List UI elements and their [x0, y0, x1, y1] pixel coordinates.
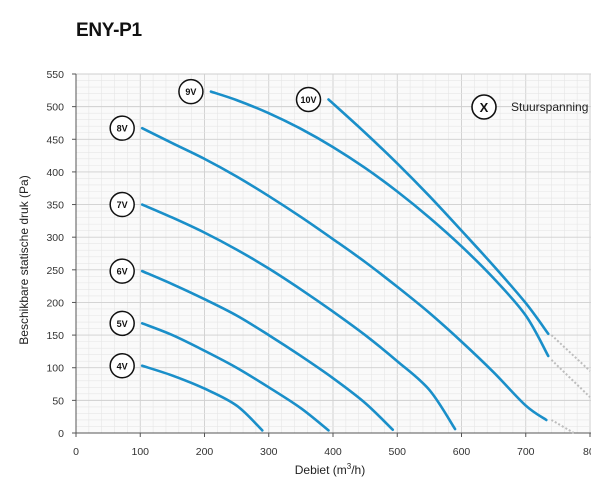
limit-line	[550, 334, 591, 372]
series-line-10v	[327, 98, 550, 336]
series-badge-label: 8V	[117, 124, 128, 134]
x-tick-label: 700	[517, 446, 535, 458]
y-tick-label: 500	[46, 102, 64, 114]
y-tick-label: 250	[46, 265, 64, 277]
y-axis-label: Beschikbare statische druk (Pa)	[17, 175, 31, 344]
y-tick-label: 300	[46, 232, 64, 244]
axes: 0 50 100 150 200 250 300 350 400 450 500 550 0 100 200…	[46, 69, 591, 458]
series-badge-circle	[295, 86, 322, 113]
x-tick-label: 100	[131, 446, 149, 458]
y-tick-label: 550	[46, 69, 64, 81]
x-tick-label: 400	[324, 446, 342, 458]
series-line-4v	[140, 364, 264, 432]
chart-title: ENY-P1	[76, 20, 142, 41]
y-tick-label: 200	[46, 297, 64, 309]
series-badge-label: 7V	[117, 200, 128, 210]
series-badge-4v: 4V	[109, 353, 135, 379]
x-tick-label: 500	[388, 446, 406, 458]
series-badge-6v: 6V	[109, 258, 135, 284]
legend-symbol-text: X	[480, 100, 489, 115]
y-tick-label: 450	[46, 134, 64, 146]
series-badge-circle	[178, 78, 204, 105]
series-badge-circle	[109, 191, 135, 218]
series-badge-10v: 10V	[295, 86, 322, 113]
series-badge-5v: 5V	[109, 310, 135, 337]
series-lines	[140, 90, 550, 432]
series-badge-7v: 7V	[109, 191, 135, 218]
series-badge-8v: 8V	[109, 115, 135, 141]
limit-line	[550, 419, 575, 434]
legend-text: Stuurspanning	[511, 100, 588, 114]
series-badges: 4V 5V 6V 7V 8V 9V 10V	[109, 78, 322, 379]
series-badge-9v: 9V	[178, 78, 204, 105]
series-badge-label: 10V	[300, 95, 316, 105]
series-line-6v	[140, 269, 395, 432]
y-tick-label: 350	[46, 200, 64, 212]
y-tick-label: 150	[46, 330, 64, 342]
series-badge-label: 4V	[117, 361, 128, 371]
series-badge-label: 9V	[185, 87, 196, 97]
x-axis-label-unit-end: /h)	[351, 463, 365, 477]
y-tick-label: 100	[46, 363, 64, 375]
series-line-5v	[140, 322, 330, 432]
y-tick-label: 0	[58, 428, 64, 440]
x-axis-label-superscript: 3	[347, 462, 352, 471]
series-line-8v	[140, 126, 548, 422]
series-badge-label: 5V	[117, 319, 128, 329]
series-badge-circle	[109, 310, 135, 337]
x-tick-label: 200	[196, 446, 214, 458]
legend: X Stuurspanning	[471, 94, 588, 120]
series-badge-circle	[109, 115, 135, 141]
series-badge-circle	[109, 258, 135, 284]
x-axis-label: Debiet (m3/h)	[295, 462, 365, 477]
x-tick-label: 600	[453, 446, 471, 458]
limit-lines	[550, 334, 591, 434]
series-line-7v	[140, 203, 457, 431]
legend-symbol-circle	[471, 94, 497, 120]
series-line-9v	[209, 90, 550, 358]
series-badge-label: 6V	[117, 267, 128, 277]
y-tick-label: 50	[52, 395, 64, 407]
x-tick-label: 300	[260, 446, 278, 458]
series-badge-circle	[109, 353, 135, 379]
x-tick-label: 80	[583, 446, 591, 458]
x-tick-label: 0	[73, 446, 79, 458]
y-tick-label: 400	[46, 167, 64, 179]
x-axis-label-text: Debiet (m	[295, 463, 347, 477]
